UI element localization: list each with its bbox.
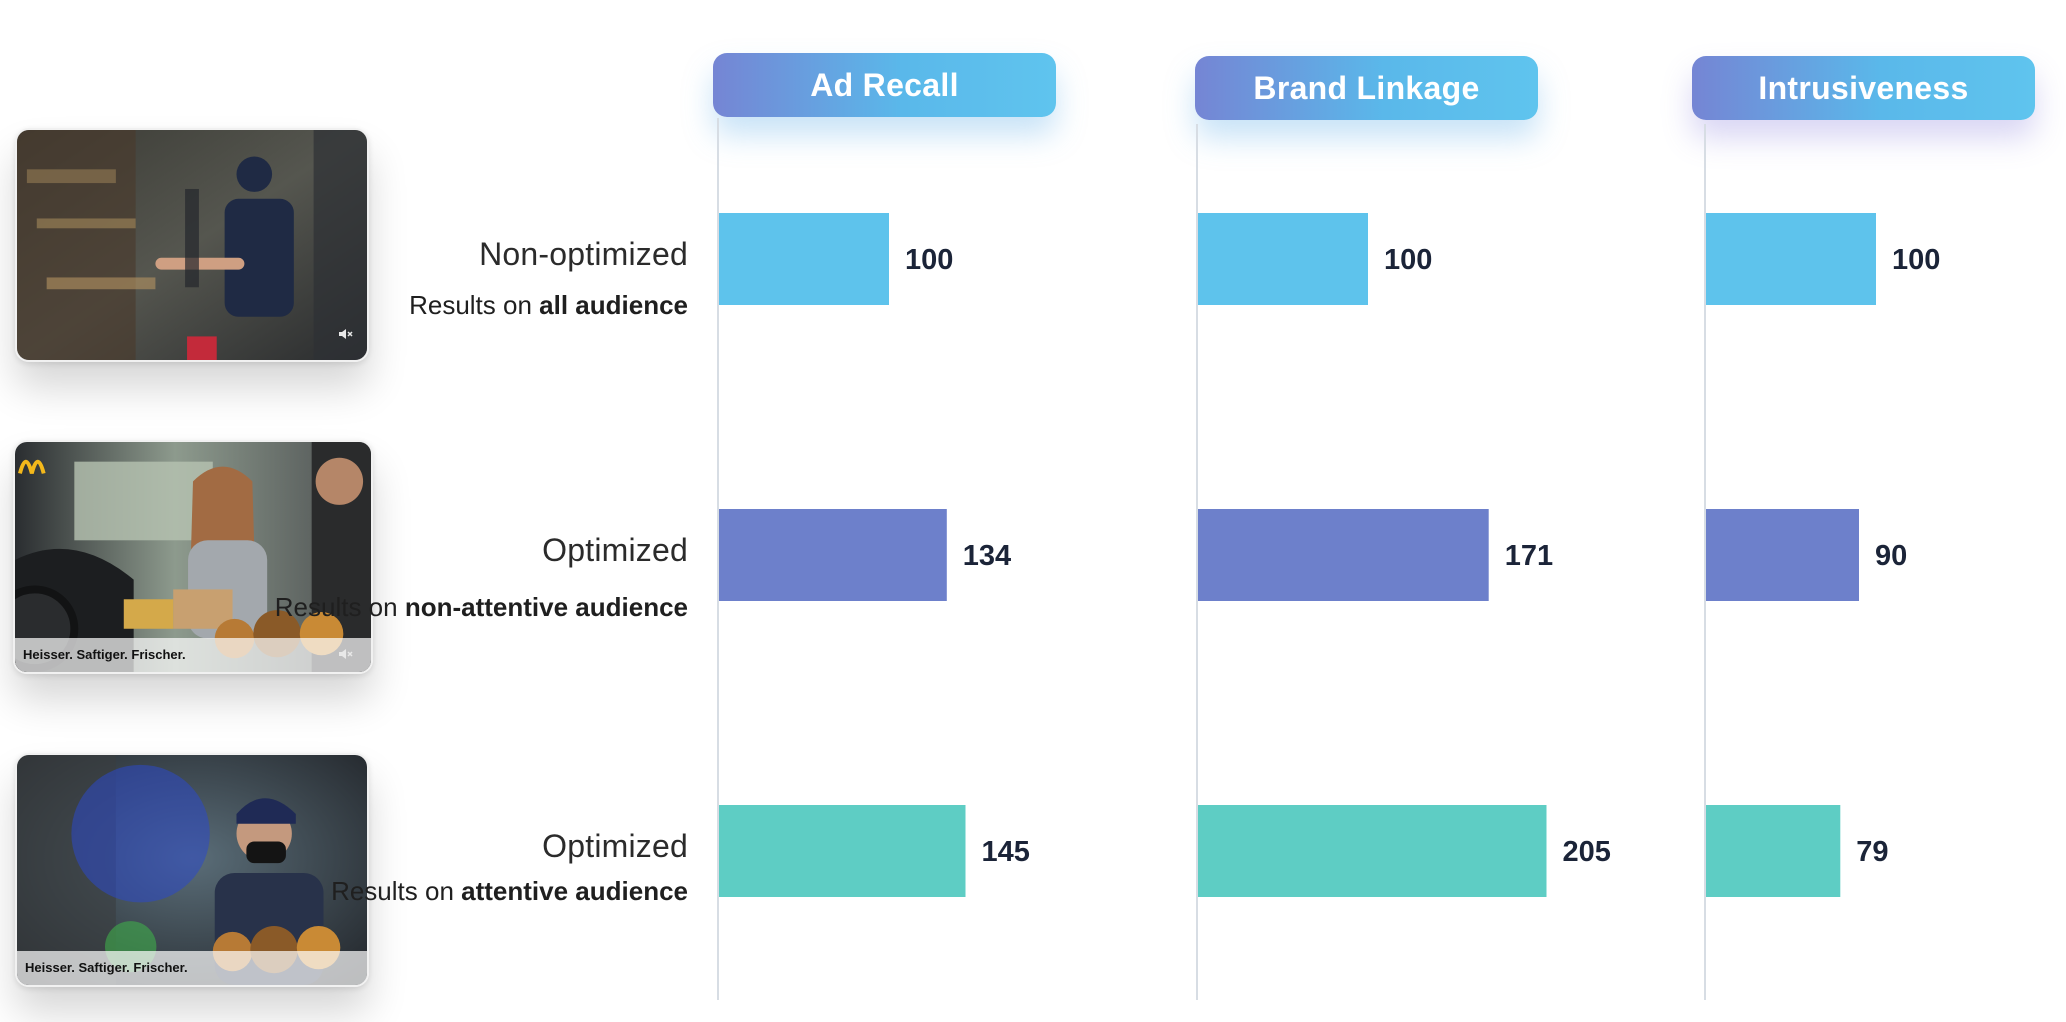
video-frame-kitchen bbox=[17, 130, 367, 360]
panel-header-brand-linkage: Brand Linkage bbox=[1195, 56, 1538, 120]
value-label-intrusiveness-3: 79 bbox=[1856, 836, 1888, 868]
row-subtitle-bold: attentive audience bbox=[461, 876, 688, 906]
value-label-brand-linkage-3: 205 bbox=[1563, 836, 1611, 868]
bar-intrusiveness-2 bbox=[1706, 509, 1859, 601]
thumbnail-ad-2[interactable]: Heisser. Saftiger. Frischer. bbox=[13, 440, 373, 674]
value-label-intrusiveness-1: 100 bbox=[1892, 244, 1940, 276]
value-label-ad-recall-3: 145 bbox=[982, 836, 1030, 868]
bar-ad-recall-1 bbox=[719, 213, 889, 305]
row-subtitle: Results on non-attentive audience bbox=[275, 591, 688, 623]
row-subtitle: Results on all audience bbox=[409, 289, 688, 321]
panel-header-ad-recall: Ad Recall bbox=[713, 53, 1056, 117]
row-subtitle: Results on attentive audience bbox=[331, 875, 688, 907]
value-label-brand-linkage-2: 171 bbox=[1505, 540, 1553, 572]
row-title: Optimized bbox=[542, 532, 688, 568]
row-subtitle-plain: Results on bbox=[331, 876, 462, 906]
value-label-intrusiveness-2: 90 bbox=[1875, 540, 1907, 572]
row-title: Optimized bbox=[542, 828, 688, 864]
bar-brand-linkage-3 bbox=[1198, 805, 1547, 897]
row-subtitle-bold: non-attentive audience bbox=[404, 592, 688, 622]
bar-intrusiveness-1 bbox=[1706, 213, 1876, 305]
ad-caption: Heisser. Saftiger. Frischer. bbox=[17, 951, 367, 985]
row-label-optimized-non-attentive: Optimized Results on non-attentive audie… bbox=[275, 532, 688, 623]
bar-ad-recall-2 bbox=[719, 509, 947, 601]
video-frame-car bbox=[15, 442, 371, 672]
ad-caption: Heisser. Saftiger. Frischer. bbox=[15, 638, 371, 672]
row-subtitle-plain: Results on bbox=[409, 290, 540, 320]
bar-intrusiveness-3 bbox=[1706, 805, 1841, 897]
value-label-ad-recall-1: 100 bbox=[905, 244, 953, 276]
bar-brand-linkage-2 bbox=[1198, 509, 1489, 601]
row-subtitle-plain: Results on bbox=[274, 592, 405, 622]
row-subtitle-bold: all audience bbox=[539, 290, 688, 320]
mute-icon[interactable] bbox=[337, 646, 353, 662]
bar-ad-recall-3 bbox=[719, 805, 966, 897]
bar-brand-linkage-1 bbox=[1198, 213, 1368, 305]
mute-icon[interactable] bbox=[337, 326, 353, 342]
thumbnail-ad-1[interactable] bbox=[15, 128, 369, 362]
thumbnail-ad-3[interactable]: Heisser. Saftiger. Frischer. bbox=[15, 753, 369, 987]
row-title: Non-optimized bbox=[479, 236, 688, 272]
panel-header-intrusiveness: Intrusiveness bbox=[1692, 56, 2035, 120]
row-label-non-optimized: Non-optimized Results on all audience bbox=[409, 236, 688, 321]
row-label-optimized-attentive: Optimized Results on attentive audience bbox=[331, 828, 688, 907]
value-label-brand-linkage-1: 100 bbox=[1384, 244, 1432, 276]
value-label-ad-recall-2: 134 bbox=[963, 540, 1011, 572]
